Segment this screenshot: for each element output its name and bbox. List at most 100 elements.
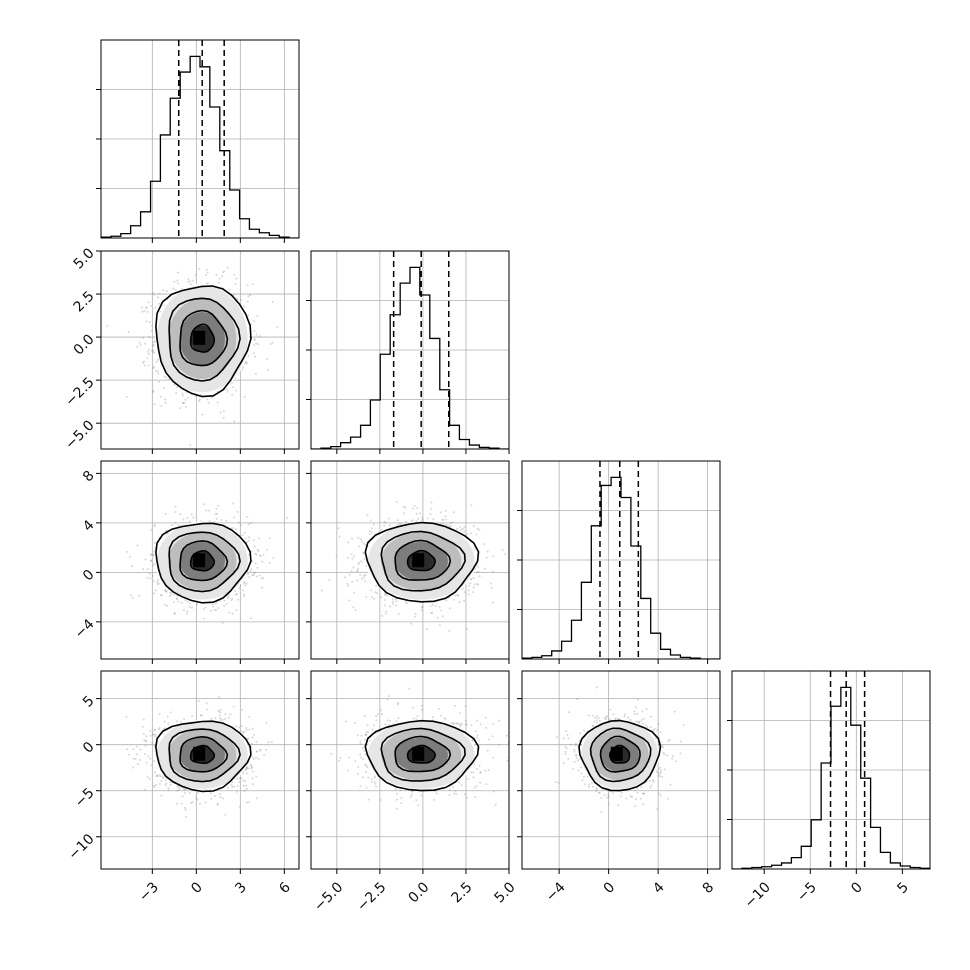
pair-panel-0-2-point — [243, 595, 246, 598]
pair-panel-1-2-point — [348, 573, 351, 576]
pair-panel-0-2-point — [210, 609, 213, 612]
pair-panel-0-3-point — [241, 708, 243, 711]
pair-panel-0-2-point — [217, 607, 220, 610]
pair-panel-0-2-point — [245, 582, 248, 585]
pair-panel-1-2-point — [501, 549, 504, 552]
pair-panel-0-1-point — [194, 274, 197, 277]
pair-panel-0-1-point — [150, 305, 153, 307]
pair-panel-0-1-point — [173, 280, 176, 283]
pair-panel-1-2-point — [463, 599, 466, 602]
pair-panel-0-2-point — [255, 553, 258, 556]
pair-panel-0-2-point — [286, 517, 289, 520]
pair-panel-0-1-point — [186, 280, 189, 283]
pair-panel-0-2-point — [173, 612, 176, 615]
pair-panel-0-1-point — [206, 282, 209, 285]
pair-panel-1-2-point — [470, 504, 473, 507]
pair-panel-0-3-point — [252, 733, 255, 736]
pair-panel-0-3-point — [197, 700, 200, 703]
pair-panel-0-2-point — [149, 559, 152, 562]
pair-panel-1-2-point — [365, 596, 368, 598]
pair-panel-0-3-point — [169, 781, 172, 784]
pair-panel-0-3-point — [154, 733, 157, 736]
pair-panel-1-2-point — [373, 597, 376, 600]
pair-panel-0-1-point — [153, 340, 156, 343]
pair-panel-0-2-point — [153, 592, 155, 595]
pair-panel-1-2-point — [395, 600, 398, 603]
pair-panel-0-2-point — [261, 560, 264, 563]
pair-panel-0-3-point — [153, 760, 156, 763]
pair-panel-0-2-point — [146, 568, 149, 570]
pair-panel-0-1-point — [148, 353, 150, 355]
pair-panel-1-2-point — [452, 511, 455, 514]
pair-panel-0-3-point — [206, 708, 209, 711]
pair-panel-1-2-point — [462, 528, 464, 530]
pair-panel-0-1-point — [221, 275, 224, 278]
pair-panel-0-2-point — [188, 605, 191, 608]
pair-panel-1-2-point — [356, 569, 359, 572]
pair-panel-0-2-point — [253, 545, 256, 548]
pair-panel-1-2-point — [359, 538, 362, 541]
pair-panel-0-2-point — [248, 576, 251, 579]
pair-panel-0-2-point — [230, 599, 233, 602]
hist-panel-0-step — [101, 55, 299, 238]
pair-panel-1-2-point — [347, 584, 350, 587]
pair-panel-1-2-point — [348, 599, 351, 602]
pair-panel-1-2-point — [472, 591, 475, 594]
pair-panel-0-3-point — [216, 802, 219, 805]
pair-panel-0-1-contour-1 — [179, 309, 229, 367]
pair-panel-1-2-point — [492, 601, 494, 604]
pair-panel-0-1-point — [153, 351, 156, 354]
pair-panel-1-2-point — [429, 605, 432, 607]
pair-panel-0-1-point — [232, 386, 235, 389]
pair-panel-0-1-point — [250, 323, 253, 326]
pair-panel-0-1-point — [254, 338, 256, 341]
pair-panel-1-2-point — [411, 519, 414, 522]
pair-panel-0-3-point — [241, 730, 244, 733]
pair-panel-0-2-point — [258, 537, 261, 540]
pair-panel-0-2-point — [177, 600, 180, 603]
pair-panel-0-1-point — [143, 360, 145, 363]
pair-panel-0-3-point — [256, 797, 258, 800]
pair-panel-0-2-point — [216, 512, 218, 515]
pair-panel-0-2-point — [214, 602, 217, 605]
pair-panel-0-2-point — [260, 577, 263, 580]
pair-panel-0-2-point — [247, 573, 250, 576]
pair-panel-0-2-point — [248, 536, 251, 539]
pair-panel-0-1-point — [182, 394, 185, 397]
pair-panel-0-2-point — [203, 608, 205, 611]
pair-panel-0-1-point — [150, 325, 153, 327]
pair-panel-0-3-point — [238, 777, 241, 780]
pair-panel-1-2-point — [492, 555, 495, 558]
pair-panel-0-2-point — [174, 511, 177, 513]
pair-panel-0-2-point — [234, 593, 237, 596]
pair-panel-0-2-point — [238, 587, 241, 590]
pair-panel-1-2-point — [470, 578, 473, 581]
pair-panel-1-2-frame — [310, 460, 510, 660]
pair-panel-1-2-point — [353, 591, 356, 594]
pair-panel-0-2-point — [152, 553, 155, 556]
pair-panel-0-2-point — [165, 529, 168, 532]
pair-panel-1-2-point — [490, 582, 492, 585]
pair-panel-1-2-point — [442, 518, 445, 521]
hist-panel-0-content — [101, 40, 299, 238]
pair-panel-0-1-point — [152, 365, 155, 368]
pair-panel-1-2-point — [357, 567, 360, 570]
pair-panel-0-2 — [96, 460, 300, 664]
pair-panel-1-2-point — [510, 553, 512, 555]
pair-panel-1-2-point — [404, 506, 407, 509]
pair-panel-0-1-point — [206, 271, 209, 274]
pair-panel-1-2-point — [478, 575, 481, 578]
pair-panel-1-2-point — [374, 591, 377, 594]
pair-panel-1-2-point — [476, 582, 479, 585]
pair-panel-0-2-point — [254, 553, 257, 555]
pair-panel-0-2-point — [138, 594, 141, 597]
pair-panel-0-1-point — [206, 398, 209, 401]
pair-panel-1-2-point — [451, 521, 454, 524]
pair-panel-1-2-point — [467, 593, 470, 596]
pair-panel-0-1-point — [198, 398, 201, 401]
pair-panel-1-2-point — [447, 524, 450, 527]
pair-panel-0-2-point — [192, 516, 195, 519]
pair-panel-0-1-point — [198, 400, 201, 403]
pair-panel-0-3-point — [146, 775, 149, 778]
pair-panel-0-2-point — [150, 528, 153, 531]
